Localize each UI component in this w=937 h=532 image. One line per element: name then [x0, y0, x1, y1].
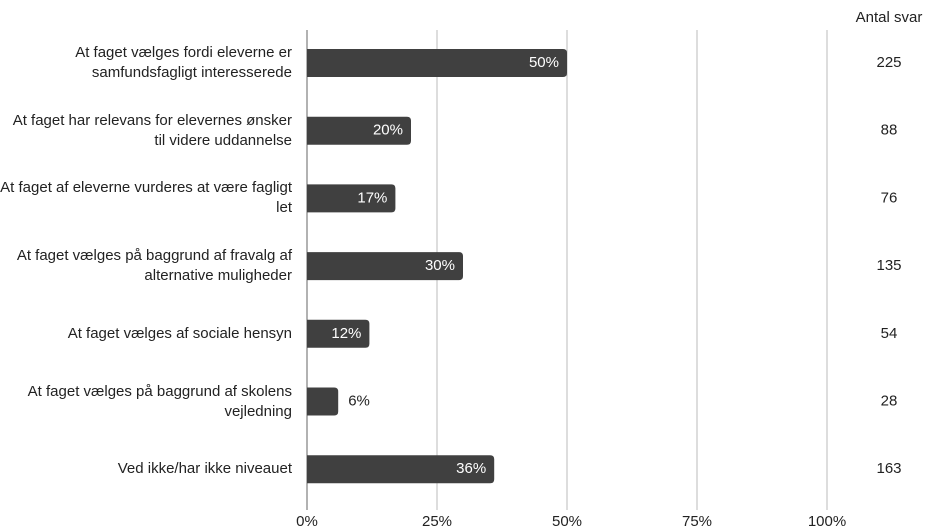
- category-label: At faget vælges fordi eleverne er samfun…: [75, 44, 292, 81]
- x-tick-label: 75%: [682, 513, 712, 530]
- category-label: At faget vælges på baggrund af fravalg a…: [16, 247, 292, 285]
- value-label: 50%: [529, 54, 559, 71]
- bar: [307, 184, 396, 213]
- bar: [307, 252, 463, 281]
- value-label: 17%: [357, 189, 387, 206]
- category-label: At faget vælges på baggrund af skolens v…: [27, 382, 292, 420]
- bar: [307, 116, 411, 145]
- value-label: 20%: [373, 122, 403, 139]
- category-label: At faget vælges af sociale hensyn: [67, 324, 292, 342]
- count-label: 88: [881, 122, 898, 139]
- count-label: 163: [876, 460, 901, 477]
- category-label: Ved ikke/har ikke niveauet: [117, 460, 292, 478]
- count-label: 225: [876, 54, 901, 71]
- bar: [307, 455, 495, 484]
- count-label: 135: [876, 257, 901, 274]
- x-tick-label: 50%: [552, 513, 582, 530]
- x-tick-label: 0%: [296, 513, 318, 530]
- count-label: 28: [881, 392, 898, 409]
- value-label: 36%: [456, 460, 486, 477]
- category-label: At faget har relevans for elevernes ønsk…: [12, 111, 292, 149]
- count-label: 76: [881, 189, 898, 206]
- bar: [307, 387, 339, 416]
- x-tick-label: 100%: [808, 513, 846, 530]
- value-label: 12%: [331, 325, 361, 342]
- category-label: At faget af eleverne vurderes at være fa…: [0, 179, 292, 217]
- counts-header: Antal svar: [856, 9, 923, 26]
- bar: [307, 319, 370, 348]
- value-label: 6%: [348, 392, 370, 409]
- x-tick-label: 25%: [422, 513, 452, 530]
- bar: [307, 49, 567, 77]
- value-label: 30%: [425, 257, 455, 274]
- count-label: 54: [881, 325, 898, 342]
